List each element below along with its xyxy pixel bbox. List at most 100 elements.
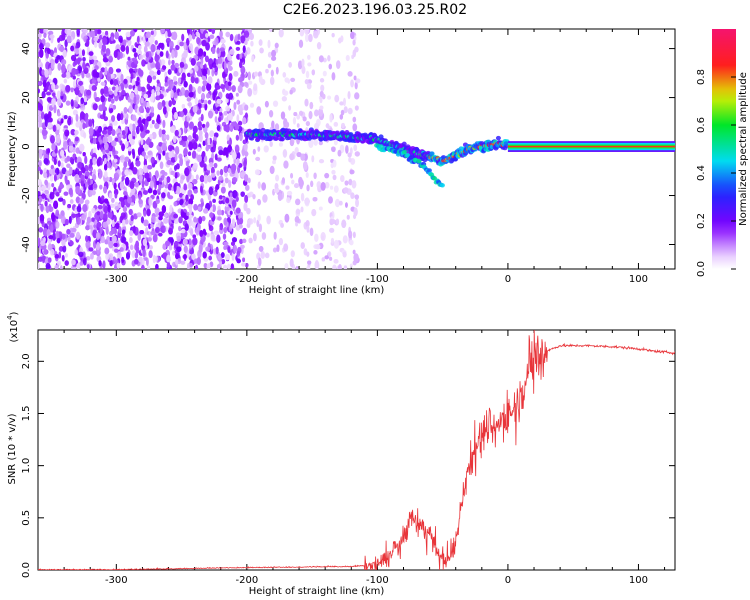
speckle xyxy=(234,144,240,154)
speckle xyxy=(192,237,198,246)
speckle xyxy=(306,225,310,233)
speckle xyxy=(238,211,244,219)
speckle xyxy=(99,184,103,190)
speckle xyxy=(332,264,337,269)
speckle xyxy=(41,122,47,129)
speckle xyxy=(300,153,306,161)
speckle xyxy=(263,145,269,153)
speckle xyxy=(64,175,68,185)
speckle xyxy=(193,216,197,223)
speckle xyxy=(300,206,304,213)
speckle xyxy=(306,251,310,257)
speckle xyxy=(47,257,52,263)
speckle xyxy=(55,135,61,144)
speckle xyxy=(236,250,241,257)
speckle xyxy=(223,241,229,246)
speckle xyxy=(353,253,359,263)
speckle xyxy=(213,144,216,153)
speckle xyxy=(244,40,248,46)
speckle xyxy=(339,101,344,106)
speckle xyxy=(240,35,246,44)
speckle xyxy=(86,46,90,52)
speckle xyxy=(242,227,248,235)
speckle xyxy=(331,219,336,225)
speckle xyxy=(198,216,203,225)
speckle xyxy=(49,174,54,182)
speckle xyxy=(173,183,177,192)
speckle xyxy=(229,192,233,197)
speckle xyxy=(150,44,156,53)
speckle xyxy=(135,240,139,249)
speckle xyxy=(71,227,77,233)
speckle xyxy=(164,82,169,87)
colorbar-tick-label: 0.6 xyxy=(696,117,707,133)
speckle xyxy=(86,216,91,224)
speckle xyxy=(195,174,199,180)
speckle xyxy=(51,183,55,188)
speckle xyxy=(79,261,84,266)
speckle xyxy=(75,44,79,50)
speckle xyxy=(139,229,145,235)
speckle xyxy=(147,164,153,170)
speckle xyxy=(208,225,214,232)
speckle xyxy=(167,68,172,75)
speckle xyxy=(48,206,54,213)
speckle xyxy=(133,52,138,58)
speckle xyxy=(152,189,158,196)
speckle xyxy=(124,176,130,186)
speckle xyxy=(38,161,42,167)
speckle xyxy=(61,238,66,247)
speckle xyxy=(227,263,231,269)
speckle xyxy=(162,106,167,115)
x-tick-label: 100 xyxy=(629,575,648,586)
speckle xyxy=(176,246,182,253)
speckle xyxy=(60,58,67,66)
speckle xyxy=(247,177,251,184)
speckle xyxy=(111,140,117,147)
speckle xyxy=(305,172,309,178)
speckle xyxy=(188,141,194,151)
speckle xyxy=(274,182,279,190)
speckle xyxy=(349,263,353,268)
speckle xyxy=(192,178,198,185)
speckle xyxy=(192,141,197,150)
speckle xyxy=(108,90,113,95)
speckle xyxy=(71,67,77,76)
speckle xyxy=(199,185,203,194)
speckle xyxy=(290,172,294,179)
speckle xyxy=(181,103,186,109)
speckle xyxy=(75,113,79,122)
speckle xyxy=(235,196,239,202)
speckle xyxy=(258,246,264,252)
speckle xyxy=(38,115,42,121)
speckle xyxy=(165,240,170,247)
speckle xyxy=(173,75,177,82)
speckle xyxy=(247,87,253,97)
speckle xyxy=(231,121,237,127)
speckle xyxy=(334,198,341,208)
speckle xyxy=(240,65,246,75)
speckle xyxy=(275,174,280,182)
colorbar-label: Normalized spectral amplitude xyxy=(738,72,749,226)
speckle xyxy=(218,116,222,123)
speckle xyxy=(267,51,272,58)
speckle xyxy=(305,70,310,79)
speckle xyxy=(55,191,60,197)
speckle xyxy=(251,55,255,63)
speckle xyxy=(237,120,243,126)
speckle xyxy=(161,205,167,214)
speckle xyxy=(203,99,208,105)
speckle xyxy=(222,71,226,79)
speckle xyxy=(211,166,215,175)
speckle xyxy=(82,122,86,130)
speckle xyxy=(148,197,153,206)
speckle xyxy=(296,123,300,128)
speckle xyxy=(202,140,206,147)
speckle xyxy=(229,49,235,55)
speckle xyxy=(197,206,202,211)
speckle xyxy=(168,40,174,49)
speckle xyxy=(38,186,42,192)
speckle xyxy=(148,245,153,250)
speckle xyxy=(74,249,78,256)
speckle xyxy=(187,262,190,269)
